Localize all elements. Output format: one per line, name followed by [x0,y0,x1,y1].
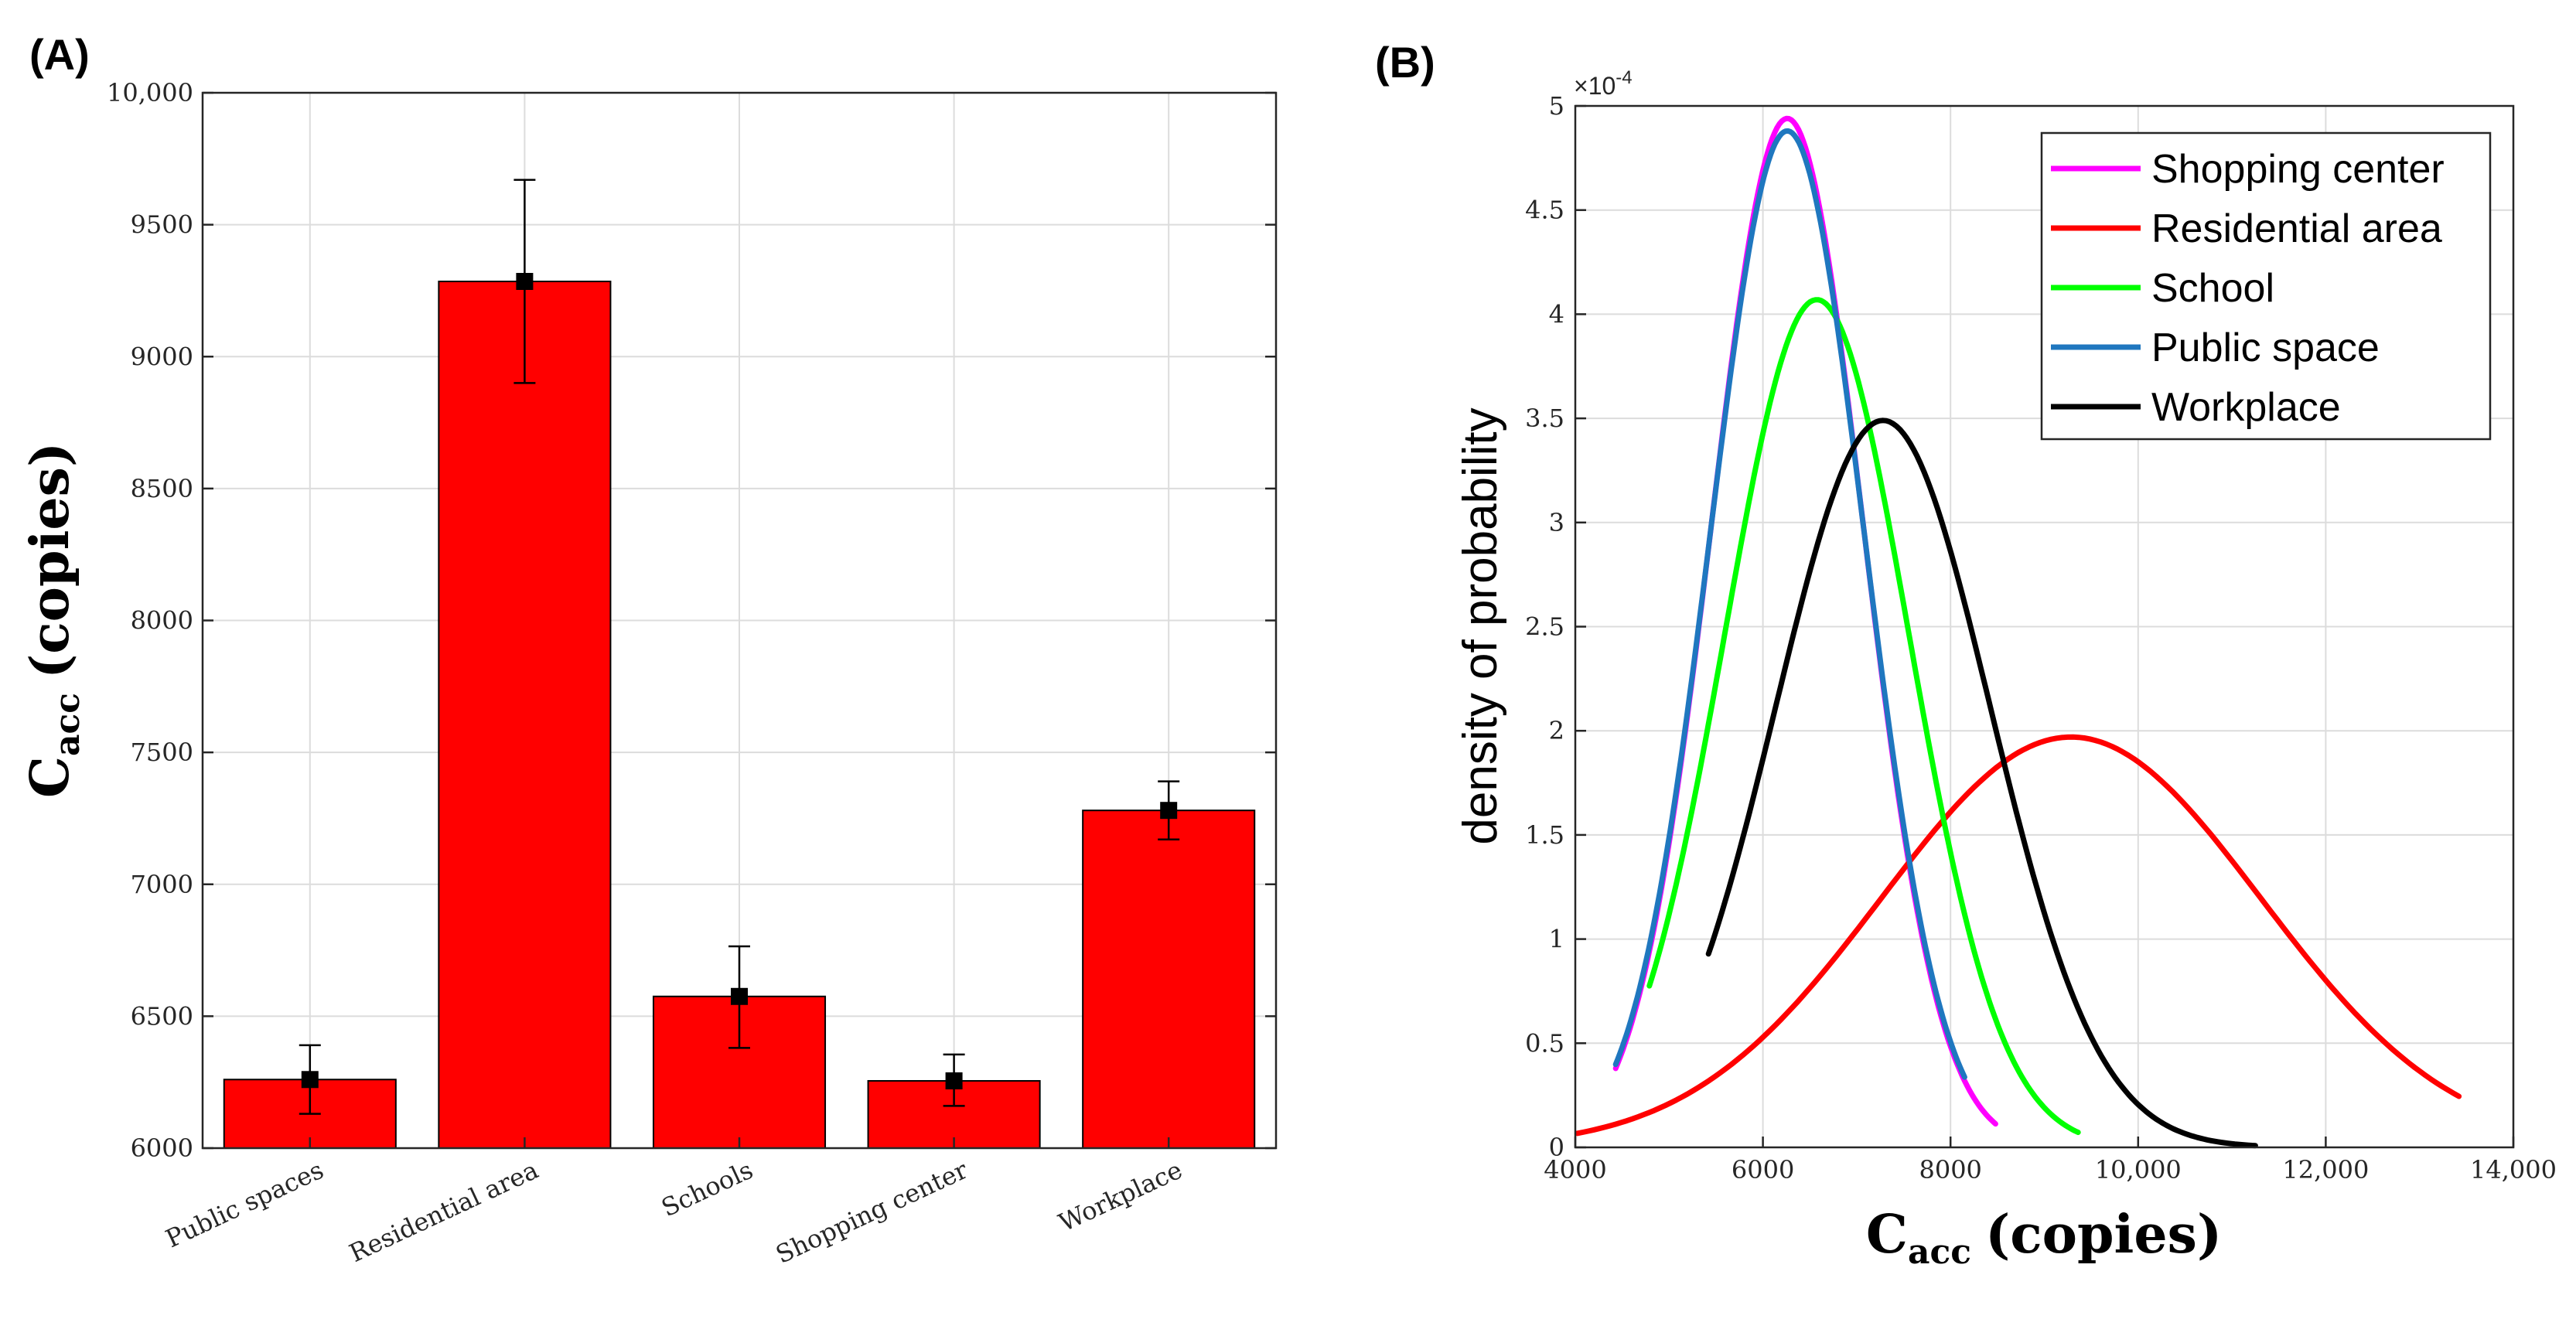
x-tick-label: 6000 [1732,1155,1794,1184]
series-line-school [1646,297,2081,1136]
mean-marker [516,272,534,290]
y-tick-label: 9500 [131,210,193,240]
panel-b: (B) 0 0.5 1 1.5 2 2.5 3 3.5 4 4.5 5 4000 6000 8000 10… [1375,38,2557,1272]
y-tick-label: 7000 [131,870,193,899]
legend-label: Shopping center [2151,147,2445,192]
series-line-public-space [1612,128,1967,1080]
panel-a-bars [223,179,1256,1150]
panel-b-x-ticks: 4000 6000 8000 10,000 12,000 14,000 [1544,1137,2557,1184]
bar [438,280,612,1149]
y-tick-label: 5 [1549,91,1564,121]
y-tick-label: 0 [1549,1133,1564,1162]
x-tick-label: 4000 [1544,1155,1606,1184]
y-tick-label: 8500 [131,474,193,503]
legend: Shopping center Residential area School Pub… [2040,131,2492,441]
y-tick-label: 1 [1549,925,1564,954]
x-tick-label: Residential area [345,1155,543,1268]
y-tick-label: 1.5 [1525,820,1564,850]
panel-b-y-axis-label: density of probability [1454,407,1507,844]
panel-a-y-axis-label: Cacc(copies) [19,442,87,798]
y-tick-label: 6500 [131,1001,193,1031]
panel-a-x-ticks: Public spaces Residential area Schools Shop… [161,1137,1187,1270]
y-tick-label: 2 [1549,716,1564,745]
y-tick-label: 0.5 [1525,1028,1564,1058]
panel-b-label: (B) [1375,38,1435,87]
panel-a: (A) 6000 6500 7000 7500 8000 8500 9000 9500 10,0… [19,30,1278,1270]
series-line-residential-area [1574,734,2462,1137]
y-tick-label: 6000 [131,1133,193,1163]
x-tick-label: Shopping center [771,1155,972,1270]
legend-label: Workplace [2151,385,2341,430]
panel-b-exponent: ×10-4 [1574,67,1633,100]
x-tick-label: Schools [657,1155,757,1223]
mean-marker [731,987,748,1005]
y-tick-label: 4 [1549,299,1564,329]
panel-a-label: (A) [29,30,90,79]
legend-label: School [2151,266,2274,311]
y-tick-label: 9000 [131,342,193,371]
x-tick-label: Workplace [1054,1155,1186,1238]
panel-b-x-axis-label: Cacc (copies) [1866,1204,2222,1272]
y-tick-label: 3 [1549,508,1564,537]
mean-marker [301,1071,319,1089]
x-tick-label: 10,000 [2095,1155,2182,1184]
legend-items: Shopping center Residential area School Pub… [2051,147,2445,430]
x-tick-label: 12,000 [2282,1155,2369,1184]
bar [1082,809,1256,1149]
y-tick-label: 2.5 [1525,612,1564,642]
y-tick-label: 3.5 [1525,404,1564,433]
y-tick-label: 7500 [131,738,193,767]
y-tick-label: 8000 [131,606,193,636]
panel-b-y-ticks: 0 0.5 1 1.5 2 2.5 3 3.5 4 4.5 5 [1525,91,1586,1162]
mean-marker [945,1072,963,1089]
panel-b-lines [1574,115,2462,1149]
legend-label: Residential area [2151,206,2442,251]
x-tick-label: 8000 [1919,1155,1981,1184]
legend-label: Public space [2151,325,2380,370]
series-line-shopping-center [1612,115,1998,1127]
y-tick-label: 4.5 [1525,196,1564,225]
x-tick-label: Public spaces [161,1155,328,1254]
series-line-workplace [1705,418,2258,1149]
panel-a-y-ticks: 6000 6500 7000 7500 8000 8500 9000 9500 10,000 [107,78,1276,1163]
mean-marker [1160,802,1178,820]
x-tick-label: 14,000 [2470,1155,2557,1184]
y-tick-label: 10,000 [107,78,193,107]
